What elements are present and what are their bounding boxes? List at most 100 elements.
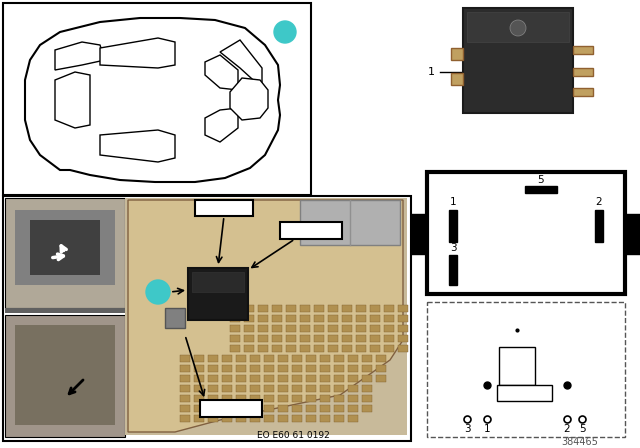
- Bar: [286, 345, 296, 352]
- Bar: [398, 325, 408, 332]
- Bar: [370, 335, 380, 342]
- Polygon shape: [230, 78, 268, 120]
- Bar: [236, 395, 246, 402]
- Bar: [398, 335, 408, 342]
- Bar: [194, 405, 204, 412]
- Polygon shape: [55, 72, 90, 128]
- Text: 384465: 384465: [561, 437, 598, 447]
- Bar: [188, 268, 248, 320]
- Bar: [125, 198, 407, 435]
- Bar: [292, 395, 302, 402]
- Text: 1: 1: [428, 67, 435, 77]
- Bar: [5, 315, 125, 437]
- Bar: [292, 415, 302, 422]
- Bar: [334, 395, 344, 402]
- Bar: [342, 305, 352, 312]
- Bar: [348, 375, 358, 382]
- Text: 1: 1: [484, 424, 490, 434]
- Bar: [208, 365, 218, 372]
- Bar: [348, 365, 358, 372]
- Text: 1: 1: [154, 285, 163, 298]
- Bar: [236, 405, 246, 412]
- Bar: [272, 305, 282, 312]
- Bar: [449, 255, 457, 285]
- Bar: [306, 395, 316, 402]
- Bar: [286, 315, 296, 322]
- Bar: [328, 335, 338, 342]
- Bar: [328, 315, 338, 322]
- Bar: [286, 325, 296, 332]
- Bar: [334, 405, 344, 412]
- Bar: [328, 305, 338, 312]
- Bar: [348, 405, 358, 412]
- Bar: [264, 395, 274, 402]
- Bar: [376, 375, 386, 382]
- Text: 3: 3: [464, 424, 470, 434]
- Bar: [180, 365, 190, 372]
- Bar: [451, 48, 463, 60]
- Bar: [356, 335, 366, 342]
- Bar: [398, 305, 408, 312]
- Bar: [334, 375, 344, 382]
- Bar: [356, 305, 366, 312]
- Bar: [398, 315, 408, 322]
- Bar: [264, 375, 274, 382]
- Bar: [236, 355, 246, 362]
- Bar: [208, 405, 218, 412]
- Bar: [222, 415, 232, 422]
- Bar: [244, 315, 254, 322]
- Bar: [384, 325, 394, 332]
- Bar: [348, 355, 358, 362]
- Bar: [258, 315, 268, 322]
- Polygon shape: [100, 130, 175, 162]
- Bar: [15, 210, 115, 285]
- Bar: [320, 405, 330, 412]
- Bar: [250, 395, 260, 402]
- Bar: [595, 210, 603, 242]
- Bar: [427, 302, 625, 437]
- Bar: [230, 335, 240, 342]
- Bar: [342, 335, 352, 342]
- Text: X13768: X13768: [209, 403, 253, 413]
- Bar: [208, 375, 218, 382]
- Bar: [208, 385, 218, 392]
- Bar: [180, 395, 190, 402]
- Bar: [376, 355, 386, 362]
- Text: 1: 1: [280, 26, 289, 39]
- Polygon shape: [55, 42, 105, 70]
- Text: I01068: I01068: [204, 203, 244, 213]
- Bar: [427, 172, 625, 294]
- Bar: [258, 335, 268, 342]
- Bar: [292, 385, 302, 392]
- Bar: [314, 315, 324, 322]
- Bar: [230, 345, 240, 352]
- Bar: [362, 365, 372, 372]
- Bar: [208, 415, 218, 422]
- Bar: [208, 355, 218, 362]
- Bar: [334, 365, 344, 372]
- Bar: [320, 355, 330, 362]
- Bar: [300, 335, 310, 342]
- Bar: [264, 405, 274, 412]
- Text: EO E60 61 0192: EO E60 61 0192: [257, 431, 330, 439]
- Bar: [306, 355, 316, 362]
- Bar: [334, 355, 344, 362]
- Bar: [320, 415, 330, 422]
- Bar: [573, 68, 593, 76]
- Bar: [278, 395, 288, 402]
- Bar: [286, 335, 296, 342]
- Bar: [300, 325, 310, 332]
- Bar: [180, 375, 190, 382]
- Bar: [278, 375, 288, 382]
- Bar: [272, 335, 282, 342]
- Polygon shape: [220, 40, 262, 88]
- Bar: [370, 345, 380, 352]
- Text: X11010: X11010: [289, 225, 333, 235]
- Bar: [244, 305, 254, 312]
- Text: 2: 2: [596, 197, 602, 207]
- Bar: [278, 355, 288, 362]
- Bar: [244, 325, 254, 332]
- Bar: [278, 415, 288, 422]
- Bar: [194, 395, 204, 402]
- Bar: [230, 315, 240, 322]
